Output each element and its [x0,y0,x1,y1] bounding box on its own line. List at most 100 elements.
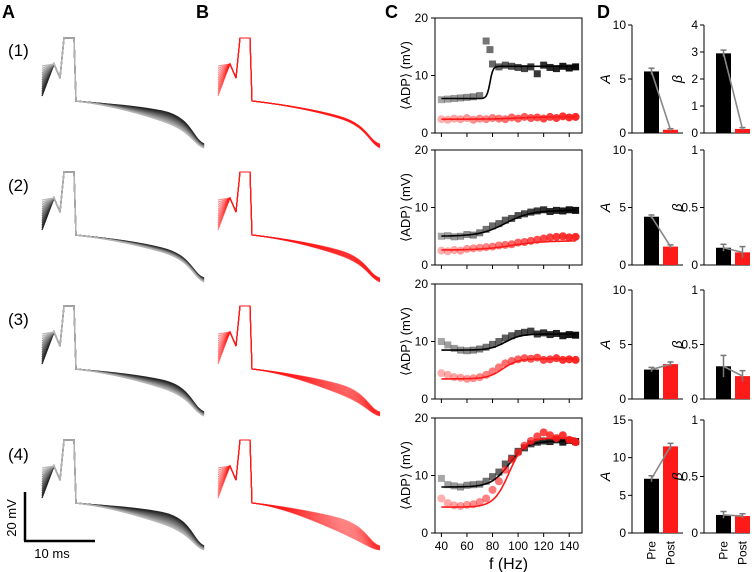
param-ytick-label-1-2: 2 [691,72,698,86]
adp-point-row4-pre-7 [482,477,490,485]
adp-point-row2-pre-8 [489,222,497,230]
trace-pre-row1-13 [41,37,205,149]
adp-xtick-label-40: 40 [435,539,449,553]
adp-point-row3-pre-13 [520,328,528,336]
scale-time-label: 10 ms [34,546,70,561]
trace-post-row1-2 [217,37,381,146]
trace-pre-row2-5 [41,171,205,281]
adp-point-row4-post-3 [456,501,465,510]
adp-point-row3-post-3 [456,373,465,382]
param-ytick-label-3-1: 1 [691,143,698,157]
adp-point-row1-pre-7 [482,37,490,45]
param-bar-3-pre [716,247,731,265]
row-label-3: (3) [8,310,29,329]
param-bar-3-post [735,252,750,265]
param-bar-chart-row2-beta: 0 0.5 1 β [669,143,750,272]
param-ytick-label-0-10: 10 [613,18,627,32]
adp-point-row4-pre-6 [476,480,484,488]
adp-point-row4-pre-1 [444,481,452,489]
trace-post-row2-4 [217,171,381,280]
param-ytick-label-3-0: 0 [691,258,698,272]
adp-fit-row3-post [441,358,576,380]
trace-pre-row3-10 [41,305,205,416]
adp-point-row1-pre-19 [552,65,560,73]
trace-pre-row4-10 [41,439,205,550]
adp-point-row2-pre-12 [514,212,522,220]
adp-point-row4-post-17 [546,431,555,440]
param-ytick-label-6-5: 5 [619,488,626,502]
param-bar-2-pre [644,216,659,265]
param-ytick-label-6-15: 15 [613,413,627,427]
adp-point-row3-post-21 [571,355,580,364]
param-ytick-label-2-10: 10 [613,143,627,157]
param-ytick-label-7-1: 1 [691,413,698,427]
scale-voltage-label: 20 mV [4,499,19,537]
trace-pre-row1-12 [41,37,205,149]
trace-pre-row3-2 [41,305,205,414]
adp-point-row3-pre-1 [444,341,452,349]
adp-point-row3-pre-0 [437,338,445,345]
trace-pre-row1-9 [41,37,205,148]
param-connector-0 [650,71,672,131]
adp-point-row1-pre-16 [533,70,541,78]
trace-pre-row1-8 [41,37,205,148]
param-bar-1-post [735,128,750,133]
param-ylabel-5: β [669,341,685,350]
adp-xtick-label-120: 120 [534,539,554,553]
adp-point-row4-post-7 [482,494,491,503]
param-xlabel-7-post: Post [736,540,750,565]
param-bar-chart-row1-beta: 0 1 2 3 4 β [669,18,750,140]
trace-pre-row3-5 [41,305,205,415]
voltage-traces-group [41,37,381,551]
adp-ytick-label-row3-0: 0 [421,392,428,406]
param-bar-5-pre [716,366,731,399]
param-ylabel-6: A [597,472,613,482]
param-connector-5 [723,365,743,377]
param-bar-7-pre [716,514,731,533]
adp-point-row4-post-6 [475,497,484,506]
adp-point-row2-pre-16 [540,206,548,214]
param-xlabel-6-pre: Pre [645,541,659,560]
adp-plot-row4: 0 10 20 40 60 80 100 120 140 f (Hz) ⟨ADP⟩ (mV) [398,411,583,572]
adp-point-row4-post-10 [501,465,510,474]
adp-point-row1-pre-11 [501,61,509,69]
adp-point-row2-post-20 [565,233,574,242]
trace-post-row1-1 [217,37,381,145]
adp-point-row4-pre-16 [540,437,548,445]
trace-post-row3-9 [217,305,381,416]
param-bar-4-pre [644,369,659,399]
trace-post-row1-8 [217,37,381,147]
param-ytick-label-1-1: 1 [691,99,698,113]
adp-point-row4-post-15 [533,432,542,441]
trace-pre-row2-8 [41,171,205,282]
adp-point-row4-post-8 [488,485,497,494]
adp-point-row2-post-19 [558,232,567,241]
trace-post-row1-13 [217,37,381,149]
trace-post-row1-3 [217,37,381,146]
trace-pre-row2-7 [41,171,205,281]
adp-point-row3-pre-10 [501,334,509,342]
adp-ytick-label-row4-10: 10 [415,469,429,483]
adp-xtick-label-80: 80 [486,539,500,553]
trace-post-row2-10 [217,171,381,282]
trace-post-row1-4 [217,37,381,146]
adp-point-row1-post-21 [571,112,580,121]
trace-post-row2-6 [217,171,381,281]
trace-post-row2-7 [217,171,381,281]
adp-plot-row2: 0 10 20 ⟨ADP⟩ (mV) [398,143,583,272]
adp-point-row4-post-1 [443,499,452,508]
trace-post-row1-7 [217,37,381,147]
panel-label-a: A [2,2,15,22]
adp-point-row1-post-0 [437,115,446,124]
adp-fit-row3-pre [441,333,576,351]
param-bar-0-post [663,129,678,133]
trace-pre-row4-8 [41,439,205,550]
param-bar-5-post [735,376,750,399]
adp-point-row4-pre-8 [489,473,497,481]
adp-point-row3-post-19 [558,355,567,364]
adp-point-row2-post-21 [571,232,580,241]
trace-post-row1-6 [217,37,381,147]
trace-pre-row3-9 [41,305,205,416]
adp-ytick-label-row1-20: 20 [415,11,429,25]
param-ytick-label-4-0: 0 [619,392,626,406]
